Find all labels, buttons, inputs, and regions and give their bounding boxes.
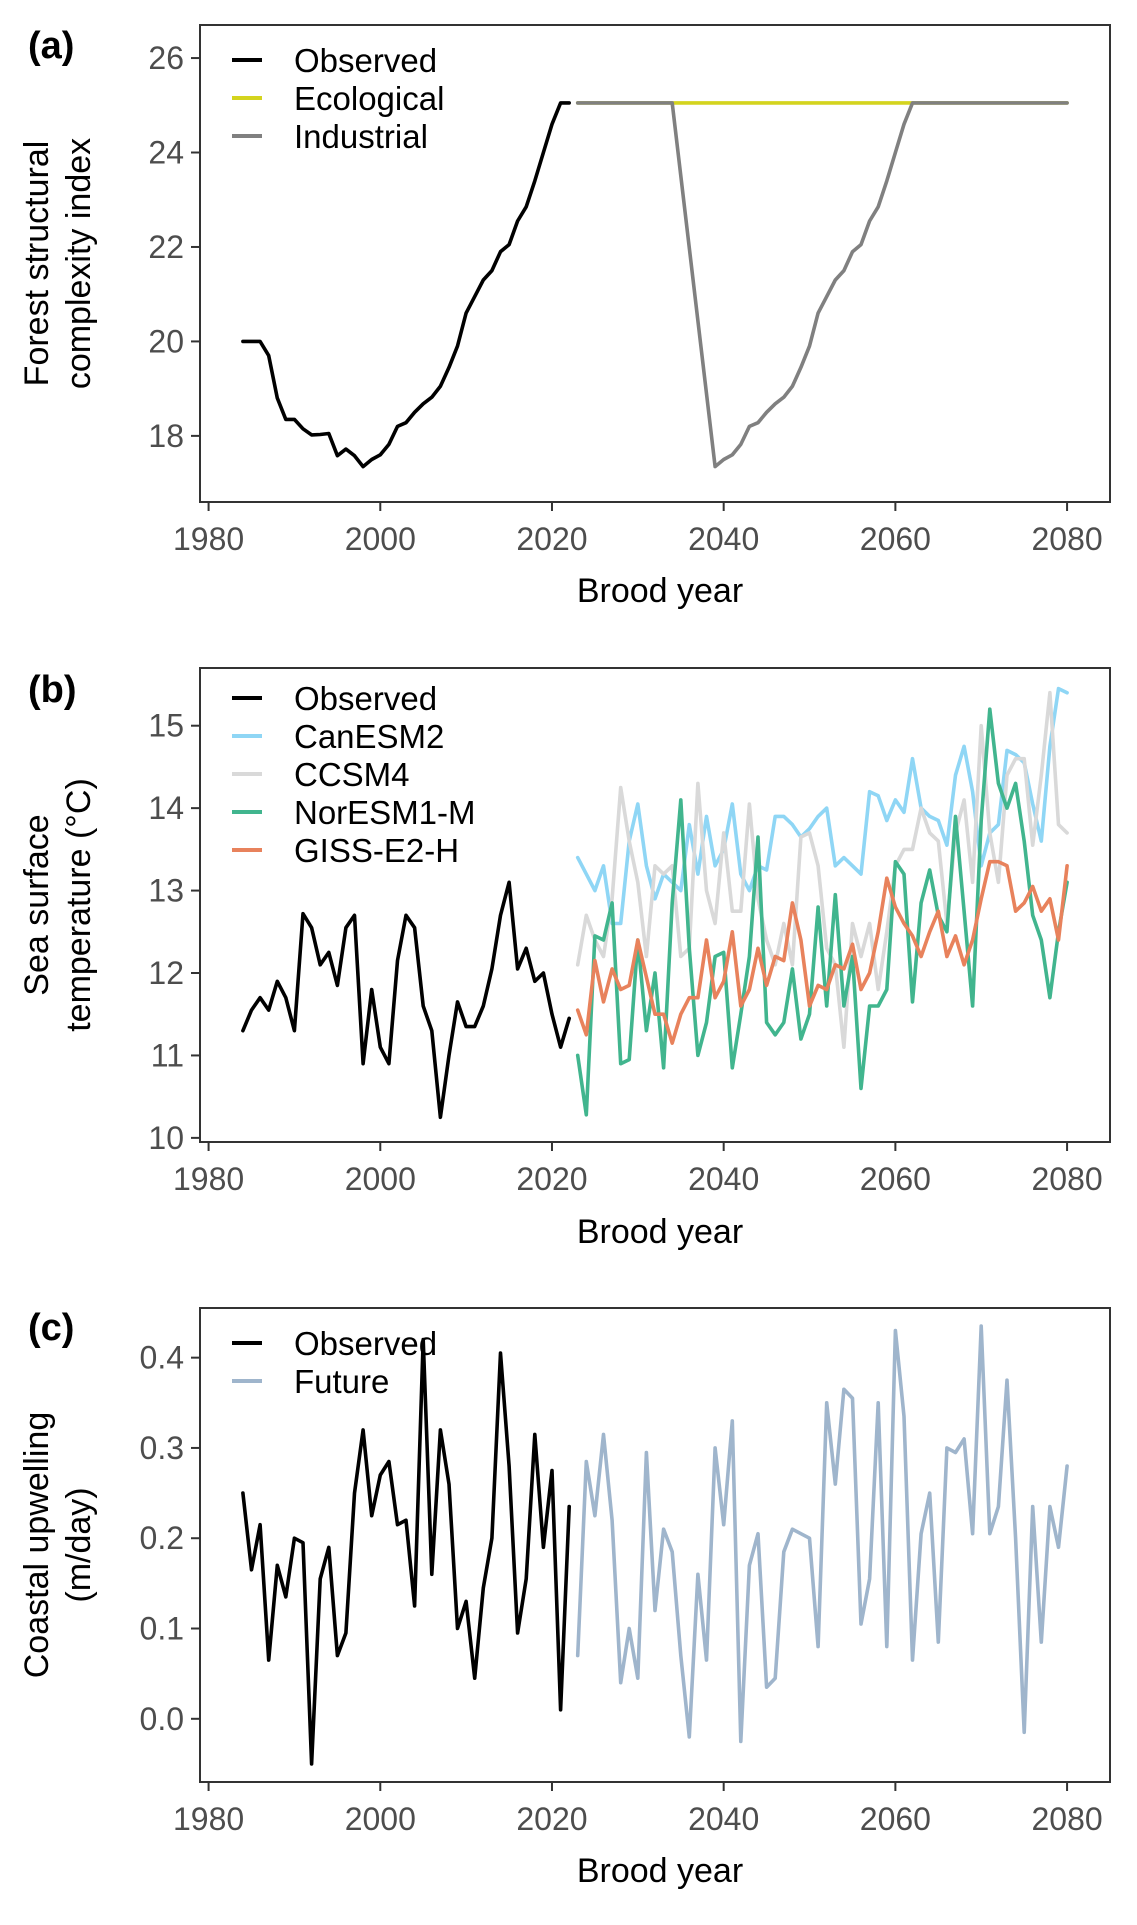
x-tick-label: 2040 [688,1801,759,1837]
x-tick-label: 1980 [173,521,244,557]
x-tick-label: 2000 [345,521,416,557]
panel-b: (b) 1980 2000 2020 2040 2060 2080 10 11 12 13 14 15 B… [18,667,1111,1251]
x-axis-title: Brood year [577,572,743,610]
x-axis-title: Brood year [577,1852,743,1890]
panel-letter: (a) [28,25,74,67]
legend-label-future: Future [294,1363,389,1400]
panel-c: (c) 1980 2000 2020 2040 2060 2080 0.0 0.1 0.2 0.3 0… [18,1307,1111,1890]
y-tick-label: 11 [151,1037,184,1073]
x-tick-label: 2020 [516,1161,587,1197]
plot-frame [199,1307,1111,1783]
x-tick-label: 2060 [860,521,931,557]
y-axis-title-line: complexity index [60,138,98,389]
y-axis-title-line: Coastal upwelling [18,1412,56,1679]
y-tick-label: 0.4 [140,1340,184,1376]
y-tick-label: 14 [148,790,184,826]
y-tick-label: 10 [148,1120,184,1156]
legend-label-canesm2: CanESM2 [294,718,444,755]
x-tick-label: 1980 [173,1801,244,1837]
legend-label-observed: Observed [294,680,437,717]
legend-label-observed: Observed [294,1325,437,1362]
series-line-giss-e2-h [575,859,1069,1045]
y-tick-label: 26 [148,40,184,76]
plot-frame [199,667,1111,1143]
x-tick-label: 2020 [516,1801,587,1837]
series-line-industrial [575,101,1069,469]
x-tick-label: 2080 [1031,1801,1102,1837]
y-tick-label: 0.3 [140,1430,184,1466]
x-axis-title: Brood year [577,1213,743,1251]
series-line-observed [241,1337,572,1766]
y-axis-title-line: Forest structural [18,141,56,387]
y-tick-label: 15 [148,708,184,744]
series-line-future [575,1324,1069,1744]
y-tick-label: 12 [148,955,184,991]
x-tick-label: 2000 [345,1801,416,1837]
x-tick-label: 2060 [860,1161,931,1197]
y-tick-label: 0.0 [140,1701,184,1737]
panel-letter: (c) [28,1307,74,1349]
y-axis-title-line: temperature (°C) [60,778,98,1032]
y-axis-title-line: Sea surface [18,814,56,995]
series-line-canesm2 [575,686,1069,926]
legend-label-giss-e2-h: GISS-E2-H [294,832,459,869]
legend-label-noresm1-m: NorESM1-M [294,794,476,831]
panel-a: (a) 1980 2000 2020 2040 2060 2080 18 20 22 24 26 Bro… [18,24,1111,610]
y-tick-label: 20 [148,323,184,359]
x-tick-label: 2040 [688,1161,759,1197]
y-tick-label: 24 [148,135,184,171]
legend-label-ecological: Ecological [294,80,444,117]
legend-label-industrial: Industrial [294,118,428,155]
y-tick-label: 0.1 [140,1611,184,1647]
series-line-observed [241,101,572,469]
legend-label-ccsm4: CCSM4 [294,756,410,793]
y-axis-title-line: (m/day) [60,1487,98,1602]
x-tick-label: 1980 [173,1161,244,1197]
series-line-observed [241,880,572,1120]
x-tick-label: 2060 [860,1801,931,1837]
y-tick-label: 0.2 [140,1520,184,1556]
series-line-noresm1-m [575,707,1069,1117]
y-tick-label: 18 [148,418,184,454]
y-tick-label: 22 [148,229,184,265]
y-tick-label: 13 [148,873,184,909]
x-tick-label: 2000 [345,1161,416,1197]
legend-label-observed: Observed [294,42,437,79]
panel-letter: (b) [28,669,77,711]
x-tick-label: 2080 [1031,1161,1102,1197]
x-tick-label: 2020 [516,521,587,557]
x-tick-label: 2040 [688,521,759,557]
plot-frame [199,24,1111,503]
x-tick-label: 2080 [1031,521,1102,557]
